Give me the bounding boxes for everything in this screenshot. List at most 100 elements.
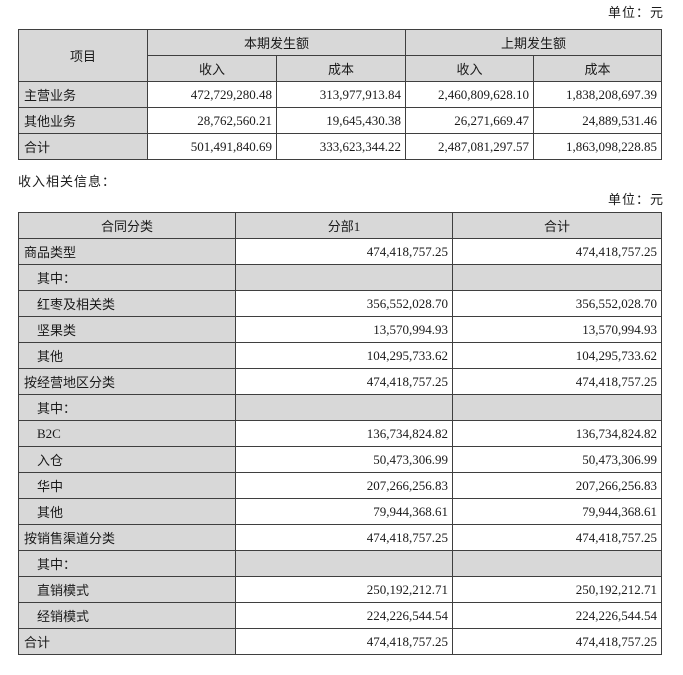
table-row: 红枣及相关类 356,552,028.70 356,552,028.70 xyxy=(18,290,662,317)
row-value: 1,838,208,697.39 xyxy=(533,81,663,108)
table-row: 华中 207,266,256.83 207,266,256.83 xyxy=(18,472,662,499)
table-row: 直销模式 250,192,212.71 250,192,212.71 xyxy=(18,576,662,603)
row-label: 直销模式 xyxy=(18,576,236,603)
row-label: 其中： xyxy=(18,264,236,291)
row-label: 入仓 xyxy=(18,446,236,473)
row-value: 313,977,913.84 xyxy=(275,81,407,108)
row-label: B2C xyxy=(18,420,236,447)
row-value: 474,418,757.25 xyxy=(235,628,453,655)
table-row: 商品类型 474,418,757.25 474,418,757.25 xyxy=(18,238,662,265)
table-row: 按经营地区分类 474,418,757.25 474,418,757.25 xyxy=(18,368,662,395)
table-row: 按销售渠道分类 474,418,757.25 474,418,757.25 xyxy=(18,524,662,551)
table1-body: 主营业务 472,729,280.48 313,977,913.84 2,460,80… xyxy=(18,81,663,160)
row-value: 224,226,544.54 xyxy=(452,602,662,629)
table1-header-row-2: 收入 成本 收入 成本 xyxy=(19,55,663,82)
row-label: 其他 xyxy=(18,342,236,369)
row-value: 26,271,669.47 xyxy=(405,107,535,134)
table-row: 其他 79,944,368.61 79,944,368.61 xyxy=(18,498,662,525)
table-row: 入仓 50,473,306.99 50,473,306.99 xyxy=(18,446,662,473)
row-value: 2,460,809,628.10 xyxy=(405,81,535,108)
table-row: 合计 501,491,840.69 333,623,344.22 2,487,081,… xyxy=(18,133,663,160)
row-value xyxy=(452,394,662,421)
table-row: 其中： xyxy=(18,550,662,577)
income-cost-table: 项目 本期发生额 上期发生额 收入 成本 收入 成本 主营业务 472,729,2… xyxy=(18,29,663,160)
row-value: 224,226,544.54 xyxy=(235,602,453,629)
table2-header-contract-class: 合同分类 xyxy=(18,212,236,239)
row-value: 50,473,306.99 xyxy=(235,446,453,473)
row-value: 474,418,757.25 xyxy=(235,368,453,395)
row-value: 136,734,824.82 xyxy=(452,420,662,447)
table1-header-prior-period: 上期发生额 xyxy=(405,29,663,56)
row-value: 474,418,757.25 xyxy=(452,628,662,655)
table2-header-total: 合计 xyxy=(452,212,662,239)
row-label: 红枣及相关类 xyxy=(18,290,236,317)
row-label: 其他 xyxy=(18,498,236,525)
table-row: 其中： xyxy=(18,394,662,421)
table-row: 其他业务 28,762,560.21 19,645,430.38 26,271,669… xyxy=(18,107,663,134)
row-label: 按经营地区分类 xyxy=(18,368,236,395)
row-label: 华中 xyxy=(18,472,236,499)
row-label: 按销售渠道分类 xyxy=(18,524,236,551)
table1-header-prior-cost: 成本 xyxy=(533,55,663,82)
row-value: 79,944,368.61 xyxy=(452,498,662,525)
row-value: 474,418,757.25 xyxy=(235,238,453,265)
row-value: 207,266,256.83 xyxy=(235,472,453,499)
row-value: 13,570,994.93 xyxy=(452,316,662,343)
row-value: 136,734,824.82 xyxy=(235,420,453,447)
revenue-info-note: 收入相关信息： xyxy=(18,174,117,189)
table2-header-row: 合同分类 分部1 合计 xyxy=(18,212,662,239)
table-row: B2C 136,734,824.82 136,734,824.82 xyxy=(18,420,662,447)
row-value: 474,418,757.25 xyxy=(452,368,662,395)
row-value: 474,418,757.25 xyxy=(452,238,662,265)
row-label: 坚果类 xyxy=(18,316,236,343)
row-value: 24,889,531.46 xyxy=(533,107,663,134)
row-value: 13,570,994.93 xyxy=(235,316,453,343)
table1-header-prior-revenue: 收入 xyxy=(405,55,535,82)
table1-header-current-revenue: 收入 xyxy=(147,55,277,82)
row-value: 79,944,368.61 xyxy=(235,498,453,525)
table1-header-row-1: 项目 本期发生额 上期发生额 xyxy=(18,29,663,82)
row-label: 合计 xyxy=(18,133,148,160)
row-value xyxy=(235,550,453,577)
row-value: 333,623,344.22 xyxy=(275,133,407,160)
row-value: 207,266,256.83 xyxy=(452,472,662,499)
row-label: 主营业务 xyxy=(18,81,148,108)
table2-body: 商品类型 474,418,757.25 474,418,757.25 其中： 红枣及相关… xyxy=(18,238,662,655)
row-value: 28,762,560.21 xyxy=(147,107,277,134)
row-label: 经销模式 xyxy=(18,602,236,629)
row-value: 474,418,757.25 xyxy=(452,524,662,551)
table1-header-item: 项目 xyxy=(18,29,148,82)
table-row: 坚果类 13,570,994.93 13,570,994.93 xyxy=(18,316,662,343)
table2-header-segment1: 分部1 xyxy=(235,212,453,239)
table-row: 经销模式 224,226,544.54 224,226,544.54 xyxy=(18,602,662,629)
row-value xyxy=(452,264,662,291)
row-value: 474,418,757.25 xyxy=(235,524,453,551)
row-label: 其中： xyxy=(18,550,236,577)
row-value xyxy=(235,394,453,421)
row-value: 250,192,212.71 xyxy=(235,576,453,603)
row-label: 其他业务 xyxy=(18,107,148,134)
row-value: 50,473,306.99 xyxy=(452,446,662,473)
row-value xyxy=(235,264,453,291)
row-value: 472,729,280.48 xyxy=(147,81,277,108)
contract-classification-table: 合同分类 分部1 合计 商品类型 474,418,757.25 474,418,75… xyxy=(18,212,662,655)
table-row: 其他 104,295,733.62 104,295,733.62 xyxy=(18,342,662,369)
table-row: 其中： xyxy=(18,264,662,291)
row-value: 104,295,733.62 xyxy=(452,342,662,369)
table-row: 主营业务 472,729,280.48 313,977,913.84 2,460,80… xyxy=(18,81,663,108)
row-value: 2,487,081,297.57 xyxy=(405,133,535,160)
row-value: 19,645,430.38 xyxy=(275,107,407,134)
row-value: 501,491,840.69 xyxy=(147,133,277,160)
row-label: 合计 xyxy=(18,628,236,655)
row-value: 356,552,028.70 xyxy=(235,290,453,317)
unit-label-mid: 单位：元 xyxy=(607,192,664,207)
row-label: 其中： xyxy=(18,394,236,421)
table1-header-current-period: 本期发生额 xyxy=(146,29,407,56)
row-value: 104,295,733.62 xyxy=(235,342,453,369)
row-value xyxy=(452,550,662,577)
row-value: 250,192,212.71 xyxy=(452,576,662,603)
row-value: 1,863,098,228.85 xyxy=(533,133,663,160)
row-label: 商品类型 xyxy=(18,238,236,265)
table-row: 合计 474,418,757.25 474,418,757.25 xyxy=(18,628,662,655)
